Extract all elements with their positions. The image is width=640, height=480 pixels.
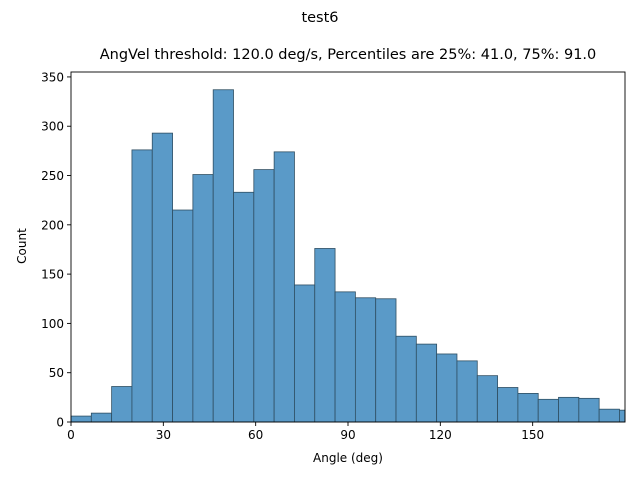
x-axis-label: Angle (deg)	[313, 451, 383, 465]
x-tick-label: 120	[429, 428, 452, 442]
y-tick-label: 200	[41, 218, 64, 232]
histogram-bar	[537, 398, 559, 423]
y-axis-ticks: 0 50 100 150 200 250 300 350	[41, 70, 71, 430]
histogram-bar	[111, 386, 133, 423]
y-tick-label: 0	[56, 416, 64, 430]
histogram-bar	[151, 132, 173, 423]
histogram-bar	[314, 248, 336, 423]
histogram-bar	[192, 174, 214, 423]
histogram-bar	[456, 360, 478, 423]
y-tick-label: 350	[41, 70, 64, 84]
histogram-bar	[436, 353, 458, 423]
x-tick-label: 30	[156, 428, 171, 442]
histogram-bar	[578, 397, 600, 423]
x-tick-label: 60	[248, 428, 263, 442]
histogram-bar	[172, 209, 194, 423]
histogram-bar	[395, 335, 417, 423]
histogram-bar	[517, 393, 539, 423]
y-tick-label: 250	[41, 169, 64, 183]
histogram-bar	[253, 169, 275, 423]
y-tick-label: 150	[41, 268, 64, 282]
histogram-bars	[70, 89, 626, 423]
histogram-bar	[598, 408, 620, 423]
histogram-bar	[90, 412, 113, 423]
histogram-bar	[273, 151, 295, 423]
y-tick-label: 300	[41, 120, 64, 134]
histogram-bar	[70, 415, 92, 423]
histogram-bar	[497, 387, 519, 423]
x-axis-ticks: 0 30 60 90 120 150	[67, 422, 544, 442]
y-tick-label: 100	[41, 317, 64, 331]
histogram-bar	[354, 297, 377, 423]
histogram-bar	[375, 298, 397, 423]
histogram-bar	[294, 284, 316, 423]
histogram-bar	[334, 291, 356, 423]
histogram-bar	[415, 343, 438, 423]
x-tick-label: 90	[340, 428, 355, 442]
y-axis-label: Count	[15, 228, 29, 264]
x-tick-label: 150	[521, 428, 544, 442]
x-tick-label: 0	[67, 428, 75, 442]
y-tick-label: 50	[49, 366, 64, 380]
histogram-bar	[212, 89, 234, 423]
histogram-bar	[476, 375, 498, 423]
histogram-bar	[619, 409, 626, 423]
chart-title: AngVel threshold: 120.0 deg/s, Percentil…	[100, 47, 597, 63]
histogram-bar	[558, 396, 580, 423]
histogram-bar	[233, 191, 255, 423]
figure-suptitle: test6	[301, 10, 338, 26]
histogram-bar	[131, 149, 153, 423]
